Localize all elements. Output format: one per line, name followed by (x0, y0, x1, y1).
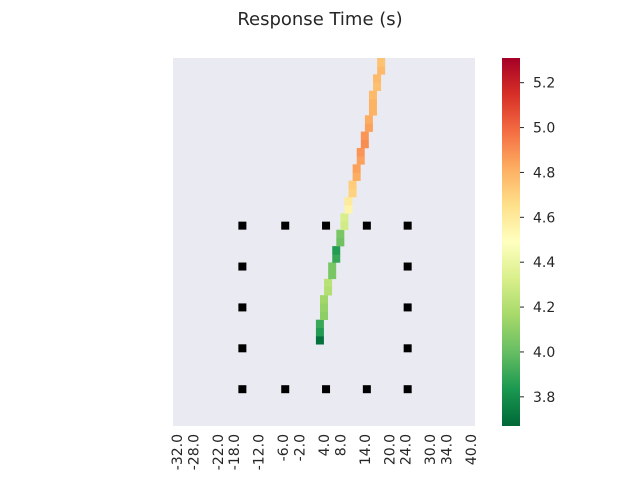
x-tick-label: 4.0 (317, 434, 333, 456)
colorbar-tick-label: 3.8 (533, 390, 555, 406)
x-tick-label: 8.0 (333, 434, 349, 456)
heatmap-cell (364, 123, 373, 132)
marker-point (238, 303, 247, 312)
heatmap-cell (368, 90, 377, 100)
heatmap-cell (348, 180, 357, 190)
colorbar-tick-label: 4.4 (533, 255, 555, 271)
heatmap-cell (356, 147, 365, 157)
heatmap-cell (315, 336, 324, 345)
x-tick-label: 24.0 (399, 434, 415, 465)
heatmap-cell (340, 221, 349, 231)
colorbar-tick-label: 4.2 (533, 300, 555, 316)
heatmap-cell (320, 295, 328, 304)
heatmap-cell (352, 164, 361, 173)
x-tick-label: -12.0 (252, 434, 268, 470)
x-tick-label: 20.0 (382, 434, 398, 465)
marker-point (322, 385, 331, 394)
heatmap-cell (368, 107, 377, 116)
heatmap-cell (344, 197, 353, 206)
heatmap-cell (336, 237, 345, 247)
heatmap-cell (377, 58, 386, 67)
heatmap-cell (328, 262, 337, 271)
marker-point (362, 221, 371, 230)
colorbar-ticks: 3.8 4.0 4.2 4.4 4.6 4.8 5.0 5.2 (520, 76, 555, 406)
heatmap-cell (328, 270, 337, 280)
x-tick-label: 40.0 (464, 434, 480, 465)
marker-point (403, 262, 412, 271)
marker-point (403, 344, 412, 353)
heatmap-cell (373, 74, 382, 83)
heatmap-cell (315, 319, 324, 329)
heatmap-cell (340, 213, 349, 222)
marker-point (238, 221, 247, 230)
x-tick-label: -32.0 (170, 434, 186, 470)
heatmap-cell (360, 131, 369, 141)
x-tick-label: -28.0 (186, 434, 202, 470)
marker-point (322, 221, 331, 230)
heatmap-cell (368, 98, 377, 108)
heatmap-cell (324, 286, 333, 296)
marker-points (238, 221, 412, 394)
heatmap-cell (332, 246, 341, 255)
heatmap-cell (344, 205, 353, 214)
marker-point (238, 344, 247, 353)
marker-point (238, 385, 247, 394)
plot-area (173, 58, 475, 426)
heatmap-cell (320, 303, 328, 312)
heatmap-cell (356, 156, 365, 165)
heatmap-cell (320, 311, 328, 320)
x-tick-label: -22.0 (211, 434, 227, 470)
heatmap-cell (352, 172, 361, 181)
heatmap-cell (377, 66, 386, 75)
chart-title: Response Time (s) (237, 9, 402, 30)
heatmap-cell (348, 188, 357, 198)
marker-point (403, 303, 412, 312)
marker-point (281, 221, 290, 230)
heatmap-cell (373, 82, 382, 92)
heatmap-cell (364, 115, 373, 124)
colorbar-tick-label: 4.8 (533, 165, 555, 181)
heatmap-cell (315, 327, 324, 337)
x-tick-label: -6.0 (276, 434, 292, 461)
marker-point (281, 385, 290, 394)
marker-point (403, 221, 412, 230)
x-tick-label: 34.0 (439, 434, 455, 465)
heatmap-cell (360, 139, 369, 149)
heatmap-cell (324, 278, 333, 288)
colorbar (502, 58, 520, 426)
x-tick-label: 14.0 (358, 434, 374, 465)
marker-point (238, 262, 247, 271)
colorbar-tick-label: 5.2 (533, 76, 555, 92)
marker-point (362, 385, 371, 394)
heatmap-cell (336, 229, 345, 239)
colorbar-tick-label: 4.0 (533, 345, 555, 361)
x-tick-label: -18.0 (227, 434, 243, 470)
heatmap-cells (315, 58, 386, 345)
x-tick-label: -2.0 (293, 434, 309, 461)
colorbar-tick-label: 4.6 (533, 210, 555, 226)
x-axis-ticks: -32.0 -28.0 -22.0 -18.0 -12.0 -6.0 -2.0 4.0 8.0 1… (170, 434, 480, 470)
x-tick-label: 30.0 (423, 434, 439, 465)
colorbar-tick-label: 5.0 (533, 121, 555, 137)
heatmap-cell (332, 254, 341, 263)
marker-point (403, 385, 412, 394)
